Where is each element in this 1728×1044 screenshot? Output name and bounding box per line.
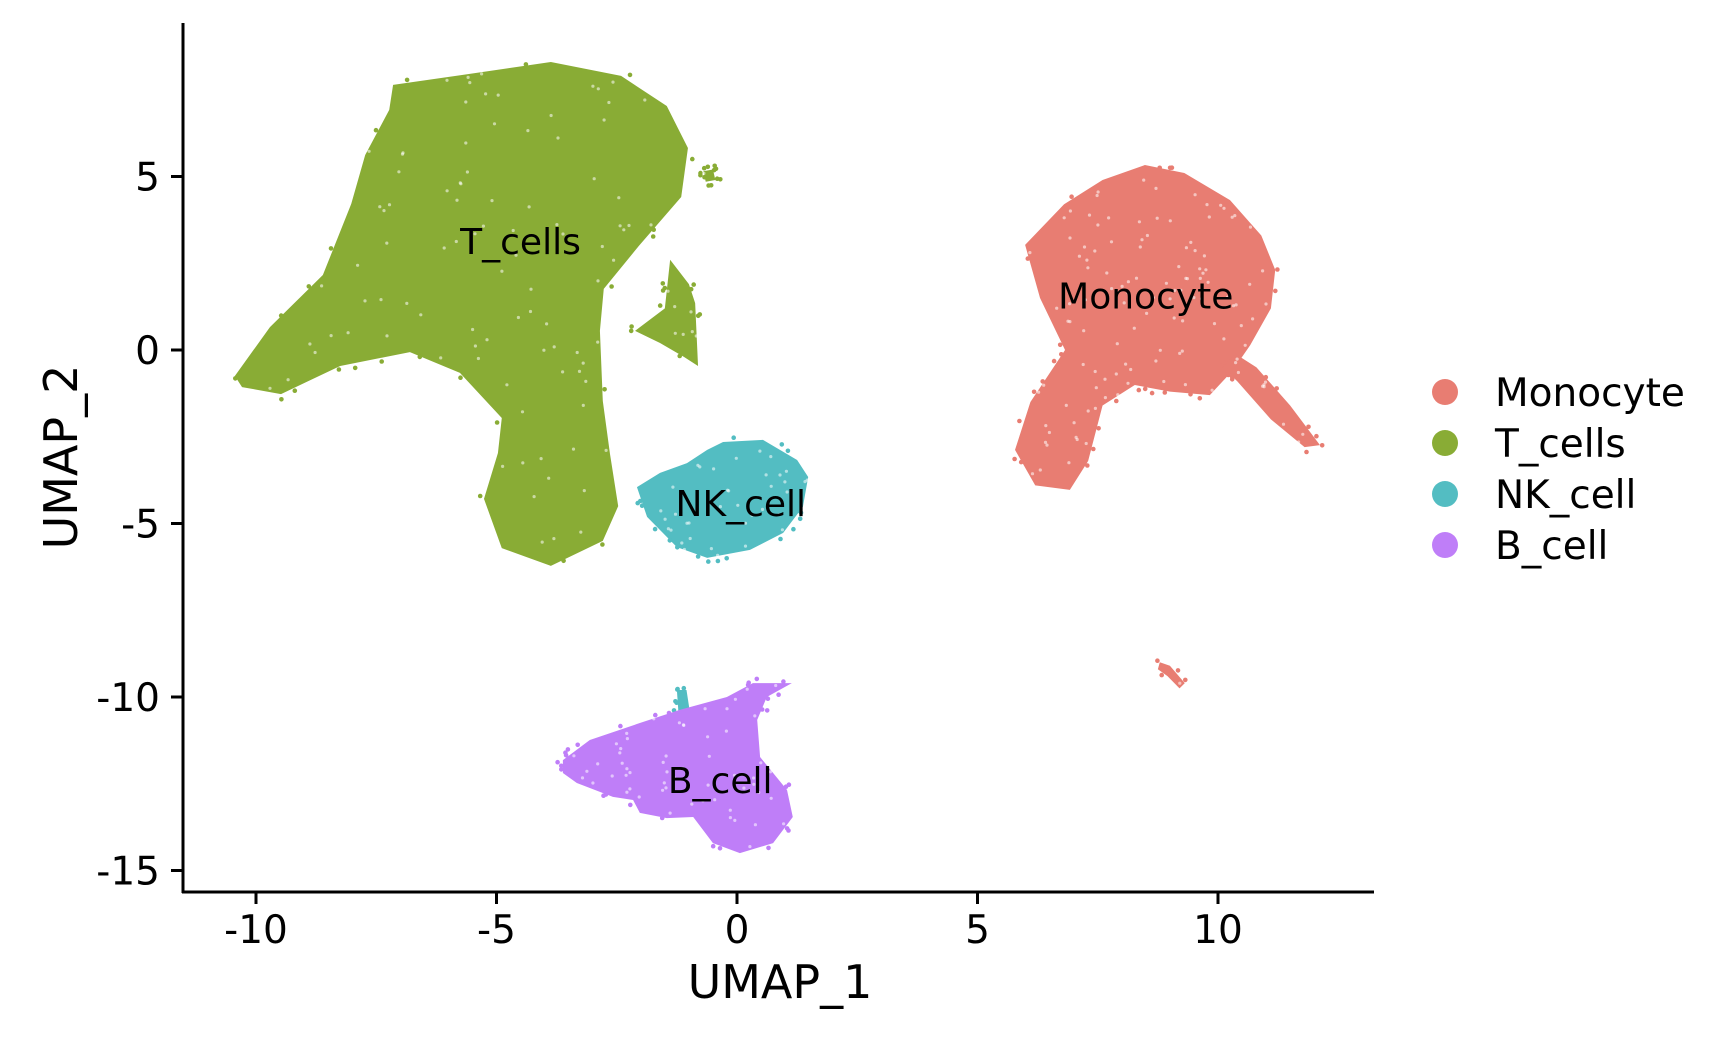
- y-tick-label: 5: [135, 156, 160, 201]
- legend-item-b-cell: B_cell: [1432, 524, 1608, 569]
- y-tick-label: -15: [96, 850, 160, 895]
- x-tick-label: -5: [477, 908, 516, 953]
- legend-label: T_cells: [1494, 422, 1626, 467]
- x-tick-label: 0: [725, 908, 750, 953]
- legend-dot-icon: [1432, 379, 1458, 405]
- x-tick-label: 5: [965, 908, 990, 953]
- legend: Monocyte T_cells NK_cell B_cell: [1432, 371, 1685, 569]
- cluster-labels: Monocyte T_cells NK_cell B_cell: [459, 222, 1233, 802]
- legend-dot-icon: [1432, 532, 1458, 558]
- cluster-monocyte: [1012, 165, 1325, 689]
- cluster-label-b-cell: B_cell: [668, 761, 773, 802]
- cluster-points: [233, 61, 1325, 854]
- cluster-label-nk-cell: NK_cell: [676, 484, 806, 525]
- y-tick-label: 0: [135, 329, 160, 374]
- y-tick-label: -5: [121, 503, 160, 548]
- legend-item-nk-cell: NK_cell: [1432, 473, 1636, 518]
- x-tick-label: -10: [224, 908, 288, 953]
- x-axis: -10 -5 0 5 10: [182, 890, 1374, 953]
- cluster-label-t-cells: T_cells: [459, 222, 581, 263]
- cluster-t-cells: [233, 61, 723, 566]
- legend-dot-icon: [1432, 430, 1458, 456]
- legend-label: Monocyte: [1495, 371, 1685, 416]
- y-axis-title: UMAP_2: [34, 365, 88, 550]
- legend-item-monocyte: Monocyte: [1432, 371, 1685, 416]
- legend-item-t-cells: T_cells: [1432, 422, 1626, 467]
- legend-dot-icon: [1432, 481, 1458, 507]
- legend-label: NK_cell: [1495, 473, 1636, 518]
- cluster-label-monocyte: Monocyte: [1058, 276, 1233, 317]
- y-axis: 5 0 -5 -10 -15: [96, 23, 185, 895]
- x-axis-title: UMAP_1: [688, 955, 873, 1009]
- x-tick-label: 10: [1193, 908, 1243, 953]
- legend-label: B_cell: [1495, 524, 1608, 569]
- y-tick-label: -10: [96, 676, 160, 721]
- cluster-b-cell: [555, 676, 793, 854]
